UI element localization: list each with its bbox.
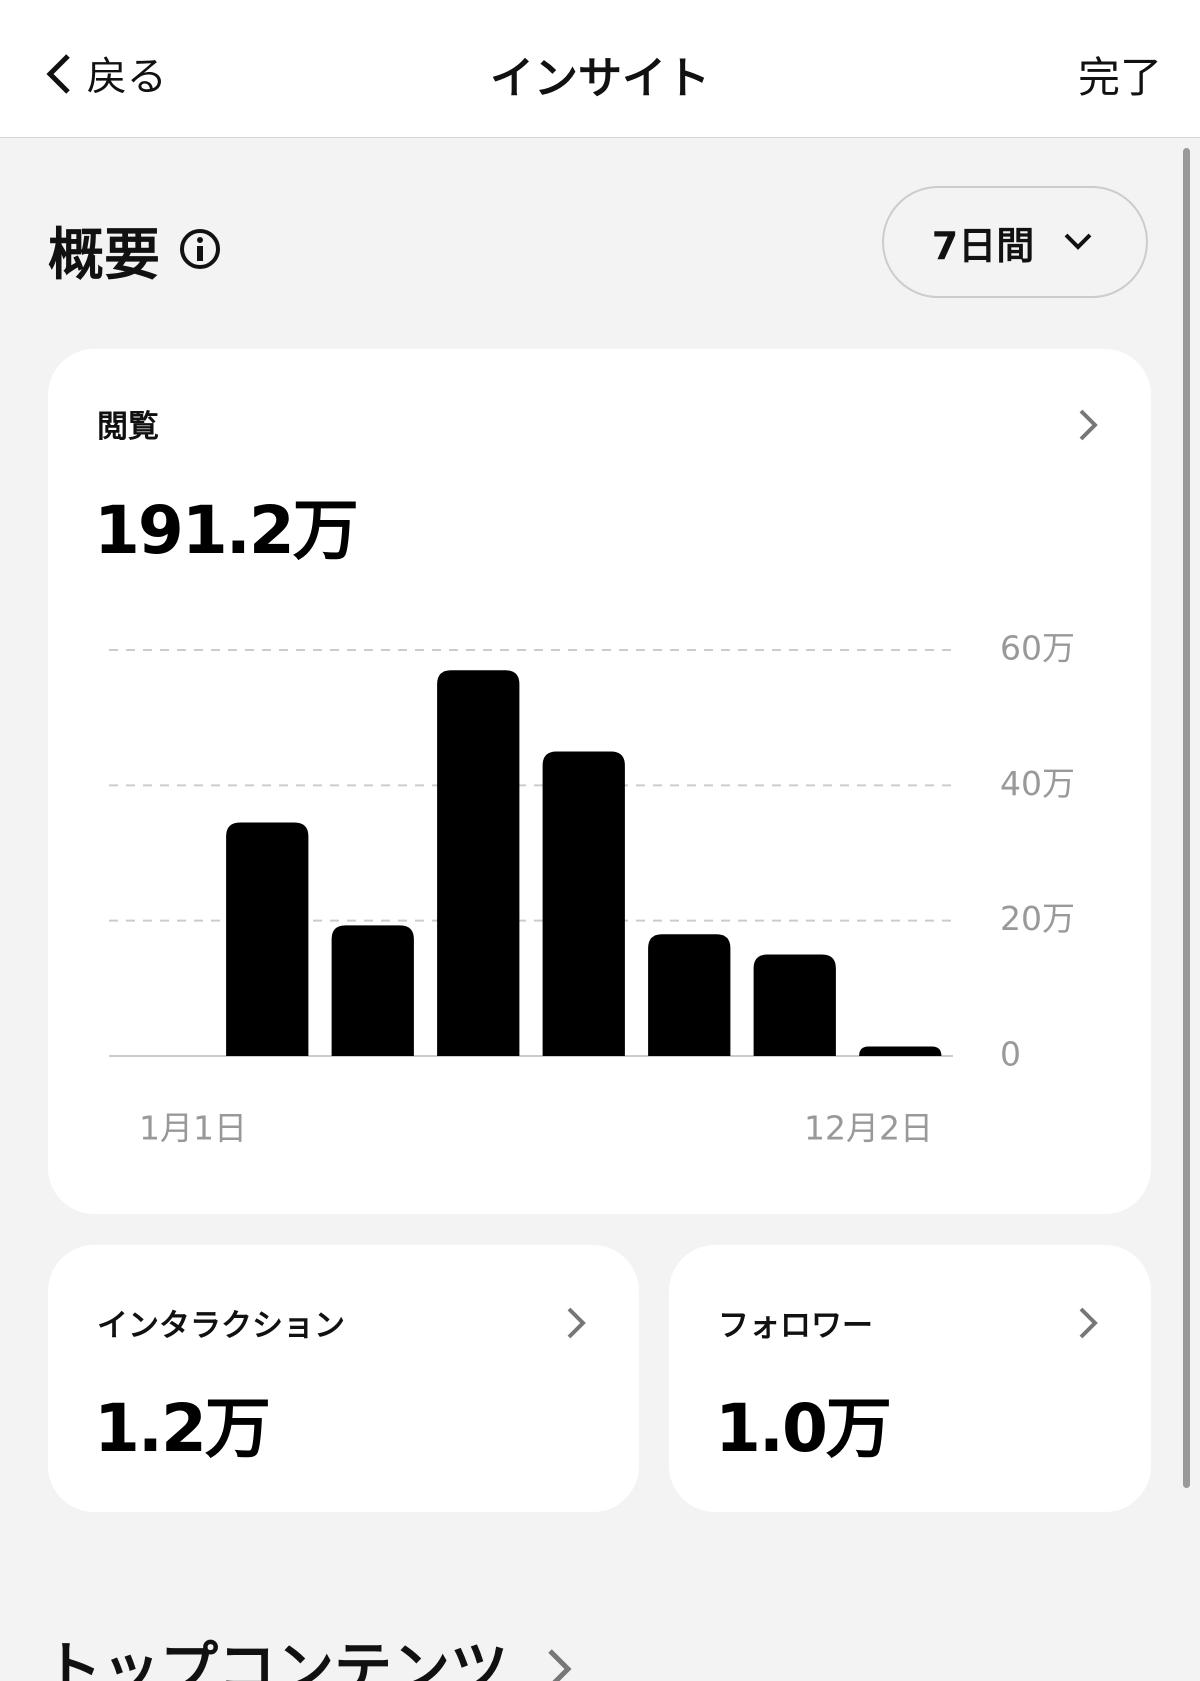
done-button[interactable]: 完了	[1077, 53, 1162, 102]
x-tick-label: 1月1日	[139, 1109, 247, 1148]
card-label: 閲覧	[97, 409, 159, 445]
bar	[753, 954, 836, 1056]
period-selector[interactable]: 7日間	[882, 186, 1148, 298]
y-tick-label: 60万	[1000, 629, 1075, 668]
bar	[331, 925, 414, 1056]
info-icon[interactable]	[178, 227, 222, 271]
card-value: 1.2万	[94, 1390, 271, 1467]
bar-chart: 0 20万 40万 60万 1月1日 12月2日	[109, 629, 1075, 1148]
section-title: 概要	[48, 223, 160, 288]
bar	[226, 822, 309, 1056]
card-value: 191.2万	[94, 492, 359, 569]
page-title: インサイト	[490, 53, 710, 104]
period-label: 7日間	[931, 223, 1035, 268]
scrollbar	[1183, 148, 1190, 1488]
y-tick-label: 0	[1000, 1035, 1021, 1074]
y-tick-label: 40万	[1000, 764, 1075, 803]
followers-card[interactable]: フォロワー 1.0万	[669, 1245, 1151, 1512]
chevron-right	[567, 1307, 586, 1339]
y-tick-label: 20万	[1000, 899, 1075, 938]
back-label: 戻る	[86, 54, 167, 100]
nav-bar: 戻る インサイト 完了	[0, 0, 1200, 138]
section-title: トップコンテンツ	[44, 1635, 509, 1681]
interaction-card[interactable]: インタラクション 1.2万	[48, 1245, 639, 1512]
chevron-right	[1079, 409, 1098, 441]
bar	[859, 1046, 942, 1056]
bar	[437, 670, 520, 1056]
views-card[interactable]: 閲覧 191.2万 0 20万 40万 60万 1月1日 12月2日	[48, 349, 1151, 1214]
card-value: 1.0万	[715, 1390, 892, 1467]
top-content-title[interactable]: トップコンテンツ	[44, 1622, 574, 1681]
chevron-right	[1079, 1307, 1098, 1339]
bar	[648, 934, 731, 1056]
back-button[interactable]: 戻る	[44, 44, 167, 102]
bar	[542, 751, 625, 1056]
chevron-right	[548, 1649, 572, 1681]
card-label: インタラクション	[97, 1308, 345, 1344]
chevron-down	[1064, 233, 1092, 250]
card-label: フォロワー	[718, 1308, 873, 1344]
x-tick-label: 12月2日	[804, 1109, 933, 1148]
back-icon	[46, 54, 70, 94]
